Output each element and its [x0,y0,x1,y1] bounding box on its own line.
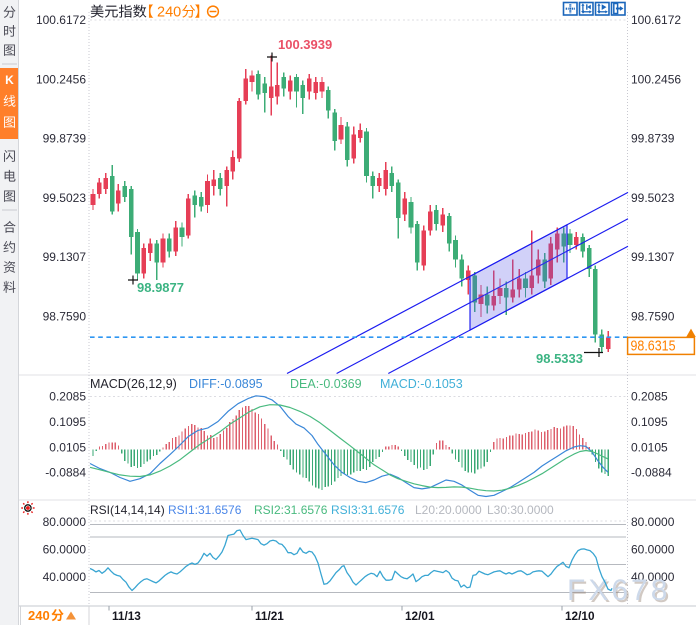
svg-text:99.5023: 99.5023 [43,191,87,205]
svg-text:99.1307: 99.1307 [631,250,675,264]
svg-text:RSI2:31.6576: RSI2:31.6576 [254,503,328,517]
svg-text:0.2085: 0.2085 [631,390,668,404]
svg-text:RSI(14,14,14): RSI(14,14,14) [90,503,165,517]
svg-text:12/01: 12/01 [405,609,435,623]
svg-text:12/10: 12/10 [565,609,595,623]
svg-text:0.0105: 0.0105 [49,440,86,454]
svg-text:240: 240 [28,608,50,623]
svg-text:11/21: 11/21 [255,609,284,623]
svg-text:K: K [5,73,14,87]
svg-text:98.9877: 98.9877 [137,280,184,295]
svg-text:100.2456: 100.2456 [36,72,86,86]
svg-text:MACD:-0.1053: MACD:-0.1053 [380,377,463,391]
svg-text:DIFF:-0.0895: DIFF:-0.0895 [189,377,263,391]
svg-text:L30:30.0000: L30:30.0000 [487,503,554,517]
svg-text:0.1095: 0.1095 [49,415,86,429]
svg-text:60.0000: 60.0000 [631,542,675,556]
svg-text:98.6315: 98.6315 [631,339,676,355]
svg-text:0.1095: 0.1095 [631,415,668,429]
svg-text:FX678: FX678 [569,576,672,609]
svg-text:40.0000: 40.0000 [43,570,87,584]
svg-text:240: 240 [157,5,181,21]
svg-text:99.8739: 99.8739 [631,132,675,146]
svg-text:60.0000: 60.0000 [43,542,87,556]
svg-text:RSI3:31.6576: RSI3:31.6576 [331,503,405,517]
svg-text:99.5023: 99.5023 [631,191,675,205]
svg-text:0.0105: 0.0105 [631,440,668,454]
svg-text:40.0000: 40.0000 [631,570,675,584]
svg-text:100.3939: 100.3939 [278,37,332,52]
svg-text:100.2456: 100.2456 [631,72,681,86]
svg-text:80.0000: 80.0000 [631,515,675,529]
svg-text:L20:20.0000: L20:20.0000 [415,503,482,517]
svg-text:-0.0884: -0.0884 [631,466,672,480]
svg-text:98.5333: 98.5333 [536,351,583,366]
svg-text:100.6172: 100.6172 [36,13,86,27]
svg-text:98.7590: 98.7590 [43,309,87,323]
svg-text:DEA:-0.0369: DEA:-0.0369 [290,377,362,391]
svg-text:11/13: 11/13 [112,609,141,623]
svg-text:FX678: FX678 [567,574,670,607]
svg-text:MACD(26,12,9): MACD(26,12,9) [90,377,177,391]
svg-text:98.7590: 98.7590 [631,309,675,323]
svg-text:80.0000: 80.0000 [43,515,87,529]
svg-text:0.2085: 0.2085 [49,390,86,404]
svg-text:100.6172: 100.6172 [631,13,681,27]
svg-text:-0.0884: -0.0884 [45,466,86,480]
svg-text:99.1307: 99.1307 [43,250,87,264]
svg-text:99.8739: 99.8739 [43,132,87,146]
svg-text:RSI1:31.6576: RSI1:31.6576 [168,503,242,517]
